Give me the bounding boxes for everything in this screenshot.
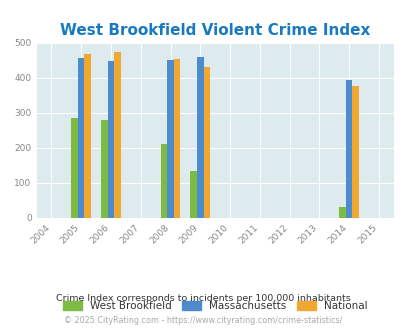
Text: © 2025 CityRating.com - https://www.cityrating.com/crime-statistics/: © 2025 CityRating.com - https://www.city… — [64, 315, 341, 325]
Bar — [78, 58, 84, 218]
Bar — [339, 207, 345, 218]
Bar — [345, 80, 352, 218]
Bar — [190, 171, 196, 218]
Bar — [107, 61, 114, 218]
Legend: West Brookfield, Massachusetts, National: West Brookfield, Massachusetts, National — [58, 296, 371, 315]
Bar — [167, 60, 173, 218]
Bar — [203, 67, 210, 218]
Title: West Brookfield Violent Crime Index: West Brookfield Violent Crime Index — [60, 22, 369, 38]
Bar — [114, 52, 121, 218]
Bar — [160, 144, 167, 218]
Bar — [173, 59, 180, 218]
Bar — [71, 118, 78, 218]
Bar — [196, 57, 203, 218]
Bar — [84, 54, 91, 218]
Text: Crime Index corresponds to incidents per 100,000 inhabitants: Crime Index corresponds to incidents per… — [55, 294, 350, 303]
Bar — [352, 86, 358, 218]
Bar — [101, 119, 107, 218]
